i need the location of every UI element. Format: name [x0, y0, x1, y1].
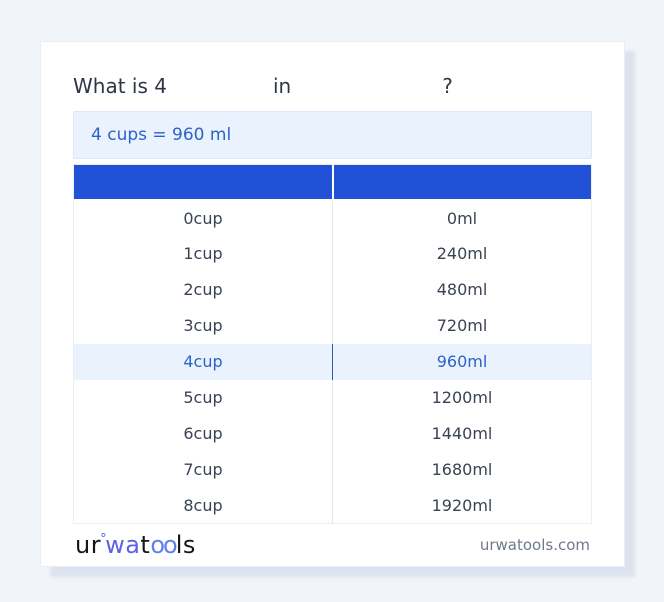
from-unit-select[interactable] [167, 73, 273, 99]
logo-part-t: t [140, 531, 151, 559]
converter-card: What is 4 in ? 4 cups = 960 ml 0cup 0ml … [40, 41, 625, 567]
urwatools-logo[interactable]: ur°watools [75, 533, 196, 557]
ml-cell: 1680ml [431, 460, 493, 479]
table-header-row [73, 164, 592, 201]
table-row: 0cup 0ml [73, 199, 592, 236]
ml-cell: 240ml [436, 244, 488, 263]
logo-degree-mark: ° [100, 532, 108, 547]
cup-cell: 6cup [73, 415, 333, 452]
conversion-result-text: 4 cups = 960 ml [91, 125, 232, 145]
logo-part-oo: oo [150, 531, 177, 559]
table-header-ml [332, 164, 592, 201]
question-mark: ? [442, 74, 453, 98]
table-row: 5cup 1200ml [73, 379, 592, 416]
cup-cell: 3cup [73, 307, 333, 344]
ml-cell: 1200ml [431, 388, 493, 407]
cup-cell: 8cup [73, 487, 333, 524]
ml-cell: 1920ml [431, 495, 493, 515]
ml-cell: 480ml [436, 280, 488, 299]
cup-cell: 5cup [73, 379, 333, 416]
table-row: 6cup 1440ml [73, 415, 592, 452]
table-header-cup [73, 164, 334, 201]
logo-part-ls: ls [175, 531, 196, 559]
conversion-table: 0cup 0ml 1cup 240ml 2cup 480ml 3cup 720m… [73, 164, 592, 524]
ml-cell: 1440ml [431, 424, 493, 443]
ml-cell: 720ml [436, 316, 488, 335]
site-url: urwatools.com [479, 536, 590, 554]
ml-cell: 960ml [332, 343, 592, 380]
question-prefix: What is 4 [73, 74, 167, 98]
cup-cell: 7cup [73, 451, 333, 488]
table-row: 7cup 1680ml [73, 451, 592, 488]
cup-cell: 0cup [73, 199, 333, 236]
table-row: 2cup 480ml [73, 271, 592, 308]
table-row: 8cup 1920ml [73, 487, 592, 524]
logo-part-wa: wa [105, 531, 141, 559]
cup-cell: 2cup [73, 271, 333, 308]
cup-cell: 4cup [73, 343, 333, 380]
logo-part-ur: ur [75, 531, 102, 559]
table-row: 1cup 240ml [73, 235, 592, 272]
cup-cell: 1cup [73, 235, 333, 272]
question-connector: in [272, 74, 292, 98]
ml-cell: 0ml [446, 208, 478, 228]
table-row: 3cup 720ml [73, 307, 592, 344]
question-title: What is 4 in ? [73, 72, 592, 100]
conversion-result-box: 4 cups = 960 ml [73, 111, 592, 159]
to-unit-select[interactable] [291, 73, 442, 99]
table-row-highlighted: 4cup 960ml [73, 343, 592, 380]
card-footer: ur°watools urwatools.com [73, 533, 592, 557]
